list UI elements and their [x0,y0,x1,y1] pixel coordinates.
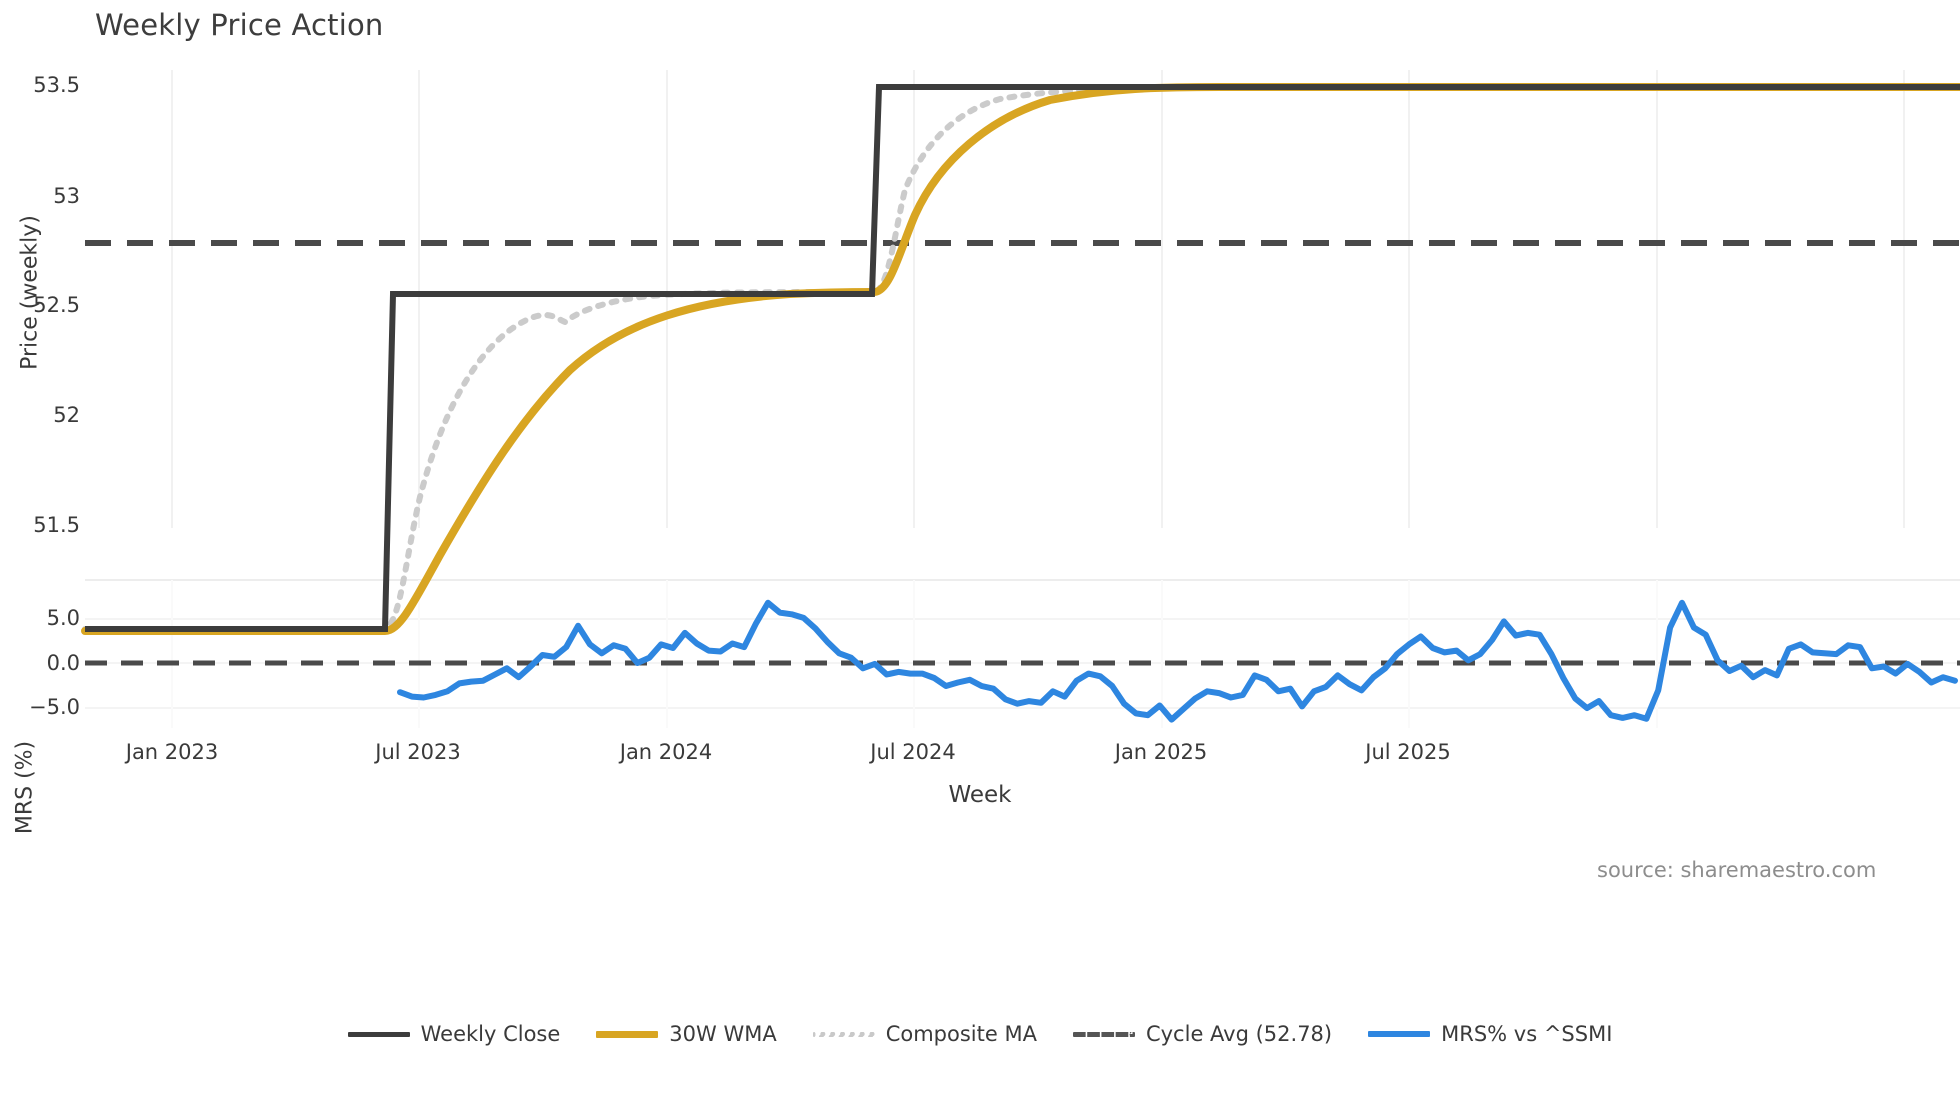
legend-label-30w-wma: 30W WMA [669,1022,777,1046]
price-ytick-52: 52 [53,403,80,427]
price-gridlines [171,70,1905,528]
legend-item-cycle-avg[interactable]: Cycle Avg (52.78) [1072,1022,1333,1046]
legend-item-mrs[interactable]: MRS% vs ^SSMI [1368,1022,1612,1046]
xtick-jan-2025: Jan 2025 [1114,740,1208,764]
price-ytick-52-5: 52.5 [33,293,80,317]
legend-label-weekly-close: Weekly Close [420,1022,561,1046]
cycle-avg-swatch-icon [1072,1031,1135,1037]
price-ytick-51-5: 51.5 [33,513,80,537]
mrs-line [397,599,1958,723]
mrs-ytick-0: 0.0 [46,651,80,675]
legend-label-cycle-avg: Cycle Avg (52.78) [1145,1022,1333,1046]
mrs-swatch-icon [1368,1031,1431,1037]
composite-ma-swatch-icon [812,1031,875,1037]
legend-label-mrs: MRS% vs ^SSMI [1441,1022,1613,1046]
source-watermark: source: sharemaestro.com [1597,858,1877,882]
weekly-close-line [85,84,1960,632]
legend-item-composite-ma[interactable]: Composite MA [812,1022,1037,1046]
weekly-close-swatch-icon [347,1031,410,1037]
xtick-jul-2025: Jul 2025 [1365,740,1451,764]
mrs-ytick-5: 5.0 [46,606,80,630]
xtick-jan-2023: Jan 2023 [125,740,219,764]
xtick-jul-2024: Jul 2024 [870,740,956,764]
x-axis-label: Week [948,782,1012,808]
composite-ma-line [82,84,1960,632]
wma-swatch-icon [596,1030,659,1038]
xtick-jul-2023: Jul 2023 [375,740,461,764]
price-ytick-53-5: 53.5 [33,73,80,97]
legend-label-composite-ma: Composite MA [885,1022,1037,1046]
wma-line [81,83,1960,635]
page-title: Weekly Price Action [95,8,384,42]
xtick-jan-2024: Jan 2024 [619,740,713,764]
legend-item-weekly-close[interactable]: Weekly Close [347,1022,561,1046]
mrs-ytick-neg-5: −5.0 [29,695,80,719]
price-ytick-53: 53 [53,184,80,208]
chart-legend: Weekly Close 30W WMA Composite MA Cycle … [0,1022,1960,1046]
legend-item-30w-wma[interactable]: 30W WMA [596,1022,777,1046]
mrs-gridlines [85,579,1960,728]
